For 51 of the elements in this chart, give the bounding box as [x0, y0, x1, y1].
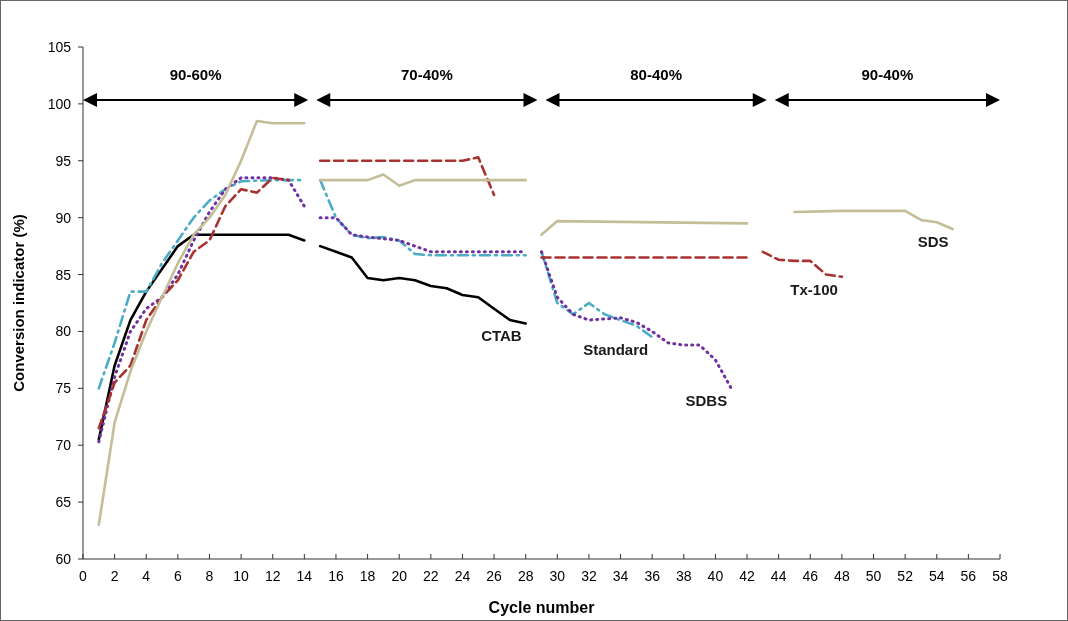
x-tick-label: 0 [79, 568, 88, 584]
x-axis-title: Cycle number [488, 599, 595, 616]
x-tick-label: 16 [328, 568, 344, 584]
y-tick-label: 60 [55, 551, 72, 567]
x-tick-label: 2 [110, 568, 119, 584]
series-label: Standard [583, 341, 649, 359]
annotation: 80-40% [630, 66, 682, 83]
x-tick-label: 10 [233, 568, 250, 584]
x-tick-label: 4 [142, 568, 151, 584]
x-tick-label: 46 [802, 568, 819, 584]
x-tick-label: 6 [173, 568, 182, 584]
x-tick-label: 32 [581, 568, 597, 584]
x-tick-label: 54 [928, 568, 945, 584]
y-tick-label: 80 [55, 323, 72, 340]
y-tick-label: 100 [47, 95, 72, 112]
x-tick-label: 20 [391, 568, 408, 584]
x-tick-label: 40 [707, 568, 724, 584]
x-tick-label: 24 [454, 568, 471, 584]
x-tick-label: 26 [486, 568, 503, 584]
x-tick-label: 8 [205, 568, 214, 584]
annotation: 90-40% [861, 66, 914, 83]
x-tick-label: 48 [834, 568, 850, 584]
y-tick-label: 90 [55, 209, 72, 226]
annotation: 70-40% [401, 66, 453, 83]
y-tick-label: 70 [55, 437, 72, 454]
y-tick-label: 65 [55, 494, 72, 511]
series-label: SDBS [685, 392, 728, 410]
y-axis-title: Conversion indicator (%) [10, 214, 27, 392]
y-tick-label: 85 [55, 266, 72, 283]
y-tick-label: 95 [55, 152, 72, 169]
x-tick-label: 58 [992, 568, 1008, 584]
x-tick-label: 28 [517, 568, 534, 584]
x-tick-label: 52 [897, 568, 914, 584]
x-tick-label: 30 [549, 568, 566, 584]
y-tick-label: 75 [55, 380, 72, 397]
series-label: Tx-100 [790, 280, 838, 298]
x-tick-label: 34 [612, 568, 629, 584]
x-tick-label: 50 [865, 568, 882, 584]
series-label: CTAB [481, 327, 522, 345]
x-tick-label: 12 [264, 568, 281, 584]
x-tick-label: 22 [423, 568, 439, 584]
series-label: SDS [917, 233, 949, 251]
x-tick-label: 56 [960, 568, 977, 584]
x-tick-label: 36 [644, 568, 661, 584]
y-tick-label: 105 [47, 39, 72, 55]
x-tick-label: 38 [676, 568, 692, 584]
x-tick-label: 18 [359, 568, 376, 584]
x-tick-label: 14 [296, 568, 313, 584]
annotation: 90-60% [169, 66, 222, 83]
x-tick-label: 44 [770, 568, 787, 584]
x-tick-label: 42 [739, 568, 756, 584]
